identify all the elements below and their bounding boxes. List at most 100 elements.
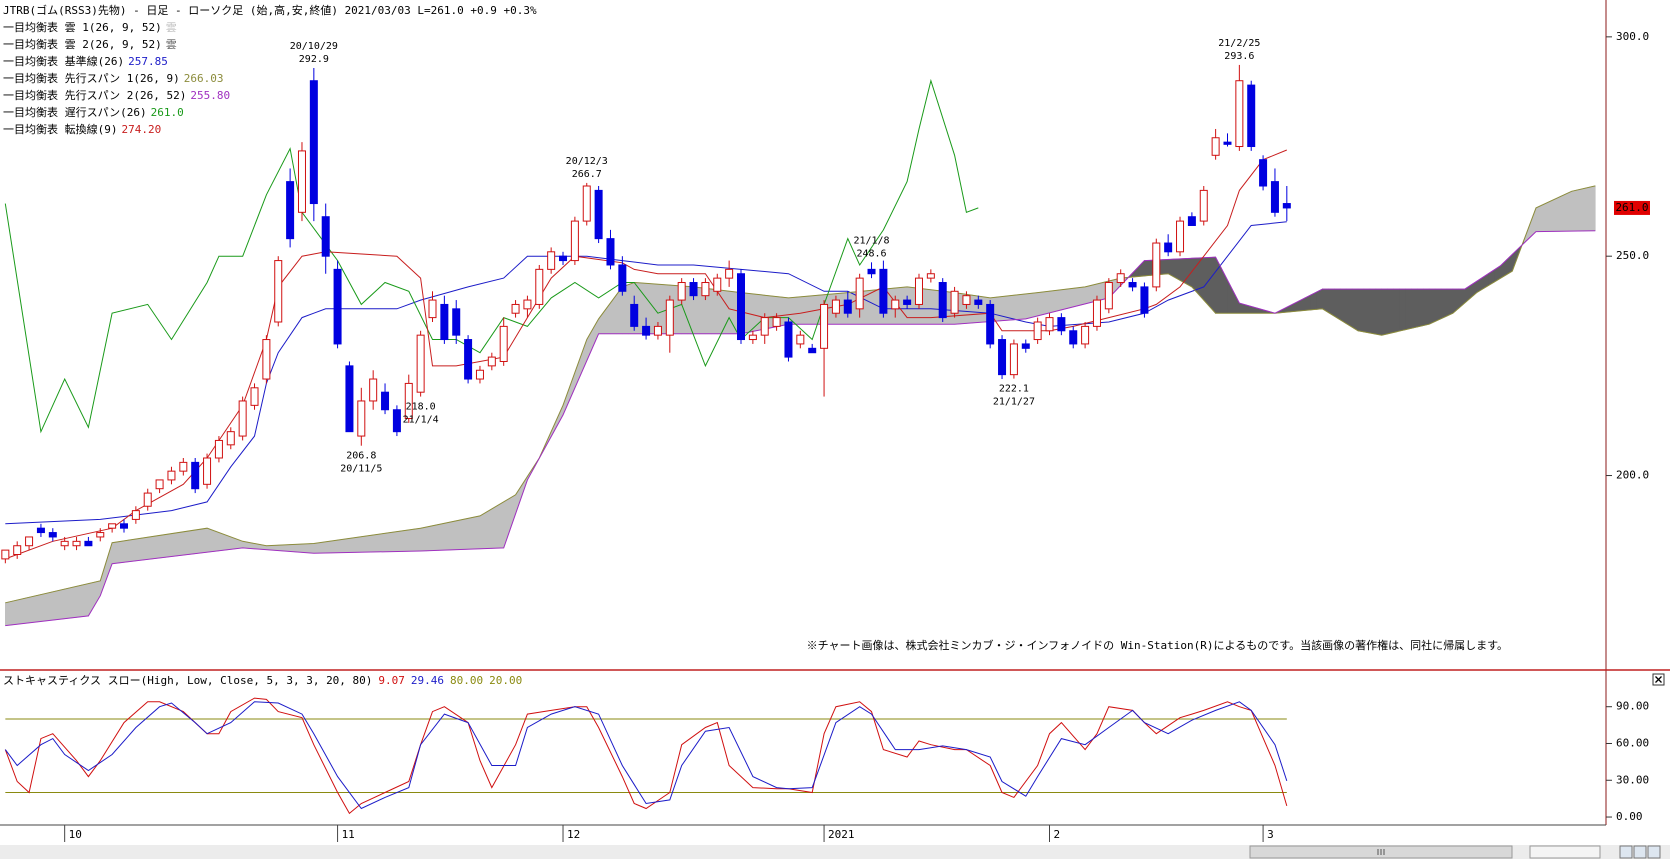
cloud-fill <box>40 592 48 622</box>
candle-body <box>428 299 437 319</box>
cloud-fill <box>871 289 878 325</box>
cloud-fill <box>1037 291 1044 317</box>
candle-body <box>487 356 496 367</box>
candle-body <box>559 255 568 262</box>
indicator-line <box>5 185 1596 604</box>
cloud-fill <box>111 541 119 565</box>
candle-body <box>582 185 591 222</box>
y-tick-label: 250.0 <box>1616 249 1649 262</box>
cloud-fill <box>177 531 184 557</box>
close-icon <box>1655 676 1662 683</box>
cloud-fill <box>1541 201 1549 232</box>
candle-body <box>143 492 152 507</box>
cloud-fill <box>46 591 54 622</box>
candle-body <box>440 303 449 341</box>
annotation-value: 293.6 <box>1224 51 1254 62</box>
cloud-fill <box>805 295 813 325</box>
candle-body <box>179 461 188 472</box>
cloud-fill <box>64 587 71 620</box>
legend-name: 一目均衡表 転換線(9) <box>3 122 118 136</box>
y-tick-label: 300.0 <box>1616 30 1649 43</box>
last-price-label: 261.0 <box>1615 201 1648 214</box>
legend-entry: 一目均衡表 先行スパン 1(26, 9) 266.03 <box>3 71 224 85</box>
cloud-fill <box>384 532 392 553</box>
candle-body <box>843 299 852 314</box>
candle-body <box>1 549 10 560</box>
cloud-fill <box>1428 288 1436 325</box>
candle-body <box>1009 343 1018 376</box>
y-tick-label: 60.00 <box>1616 736 1649 749</box>
cloud-fill <box>449 520 457 551</box>
cloud-fill <box>372 533 380 553</box>
candle-body <box>452 308 461 336</box>
cloud-fill <box>491 504 499 549</box>
legend-entry: 一目均衡表 転換線(9) 274.20 <box>3 122 161 136</box>
annotation-date: 21/1/8 <box>853 235 889 246</box>
legend-value: 257.85 <box>128 55 168 68</box>
candle-body <box>475 369 484 380</box>
candle-body <box>1069 330 1078 345</box>
zoom-in-button[interactable] <box>1619 845 1633 859</box>
candle-body <box>499 325 508 362</box>
cloud-fill <box>1144 259 1151 277</box>
candle-body <box>13 545 22 556</box>
cloud-fill <box>1565 190 1572 232</box>
cloud-fill <box>1025 292 1032 320</box>
cloud-fill <box>1405 288 1412 331</box>
cloud-fill <box>1559 193 1566 232</box>
candle-body <box>60 540 69 547</box>
annotation-value: 292.9 <box>299 54 329 65</box>
candle-body <box>784 321 793 358</box>
zoom-out-button[interactable] <box>1633 845 1647 859</box>
cloud-fill <box>200 527 208 554</box>
candle-body <box>737 273 746 341</box>
candle-body <box>119 523 128 529</box>
annotation-date: 21/1/4 <box>403 415 439 426</box>
legend-entry: 一目均衡表 基準線(26) 257.85 <box>3 54 168 68</box>
cloud-fill <box>497 501 505 549</box>
cloud-fill <box>1381 288 1388 336</box>
candle-body <box>855 277 864 310</box>
zoom-slider[interactable] <box>1529 845 1601 859</box>
candle-body <box>677 282 686 301</box>
candle-body <box>760 317 769 336</box>
candle-body <box>1128 282 1137 288</box>
cloud-fill <box>58 588 65 620</box>
cloud-fill <box>402 529 410 552</box>
candle-body <box>392 409 401 433</box>
cloud-fill <box>366 534 374 553</box>
cloud-fill <box>1357 288 1365 333</box>
candle-body <box>167 470 176 481</box>
cloud-fill <box>165 533 172 558</box>
cloud-fill <box>135 537 143 562</box>
candle-body <box>914 277 923 305</box>
candle-body <box>381 391 390 411</box>
cloud-fill <box>972 294 979 324</box>
candle-body <box>297 150 306 213</box>
zoom-reset-button[interactable] <box>1647 845 1661 859</box>
legend-name: 一目均衡表 先行スパン 1(26, 9) <box>3 71 180 85</box>
cloud-fill <box>1061 288 1068 311</box>
cloud-fill <box>473 515 481 550</box>
cloud-fill <box>900 286 908 325</box>
candle-body <box>891 299 900 310</box>
candle-body <box>535 268 544 305</box>
cloud-fill <box>1055 289 1062 312</box>
cloud-fill <box>1423 288 1430 326</box>
cloud-fill <box>621 284 629 335</box>
candle-body <box>1176 220 1185 253</box>
cloud-fill <box>70 585 77 619</box>
stochastic-line <box>4 701 1288 810</box>
candle-body <box>416 334 425 393</box>
cloud-fill <box>1007 294 1015 321</box>
candle-body <box>1081 325 1090 345</box>
candle-body <box>1057 317 1066 332</box>
cloud-fill <box>34 594 42 623</box>
annotation-value: 266.7 <box>572 169 602 180</box>
candle-body <box>1199 189 1208 222</box>
candle-body <box>653 325 662 336</box>
candle-body <box>523 299 532 310</box>
cloud-fill <box>1553 196 1560 232</box>
cloud-fill <box>76 584 83 618</box>
